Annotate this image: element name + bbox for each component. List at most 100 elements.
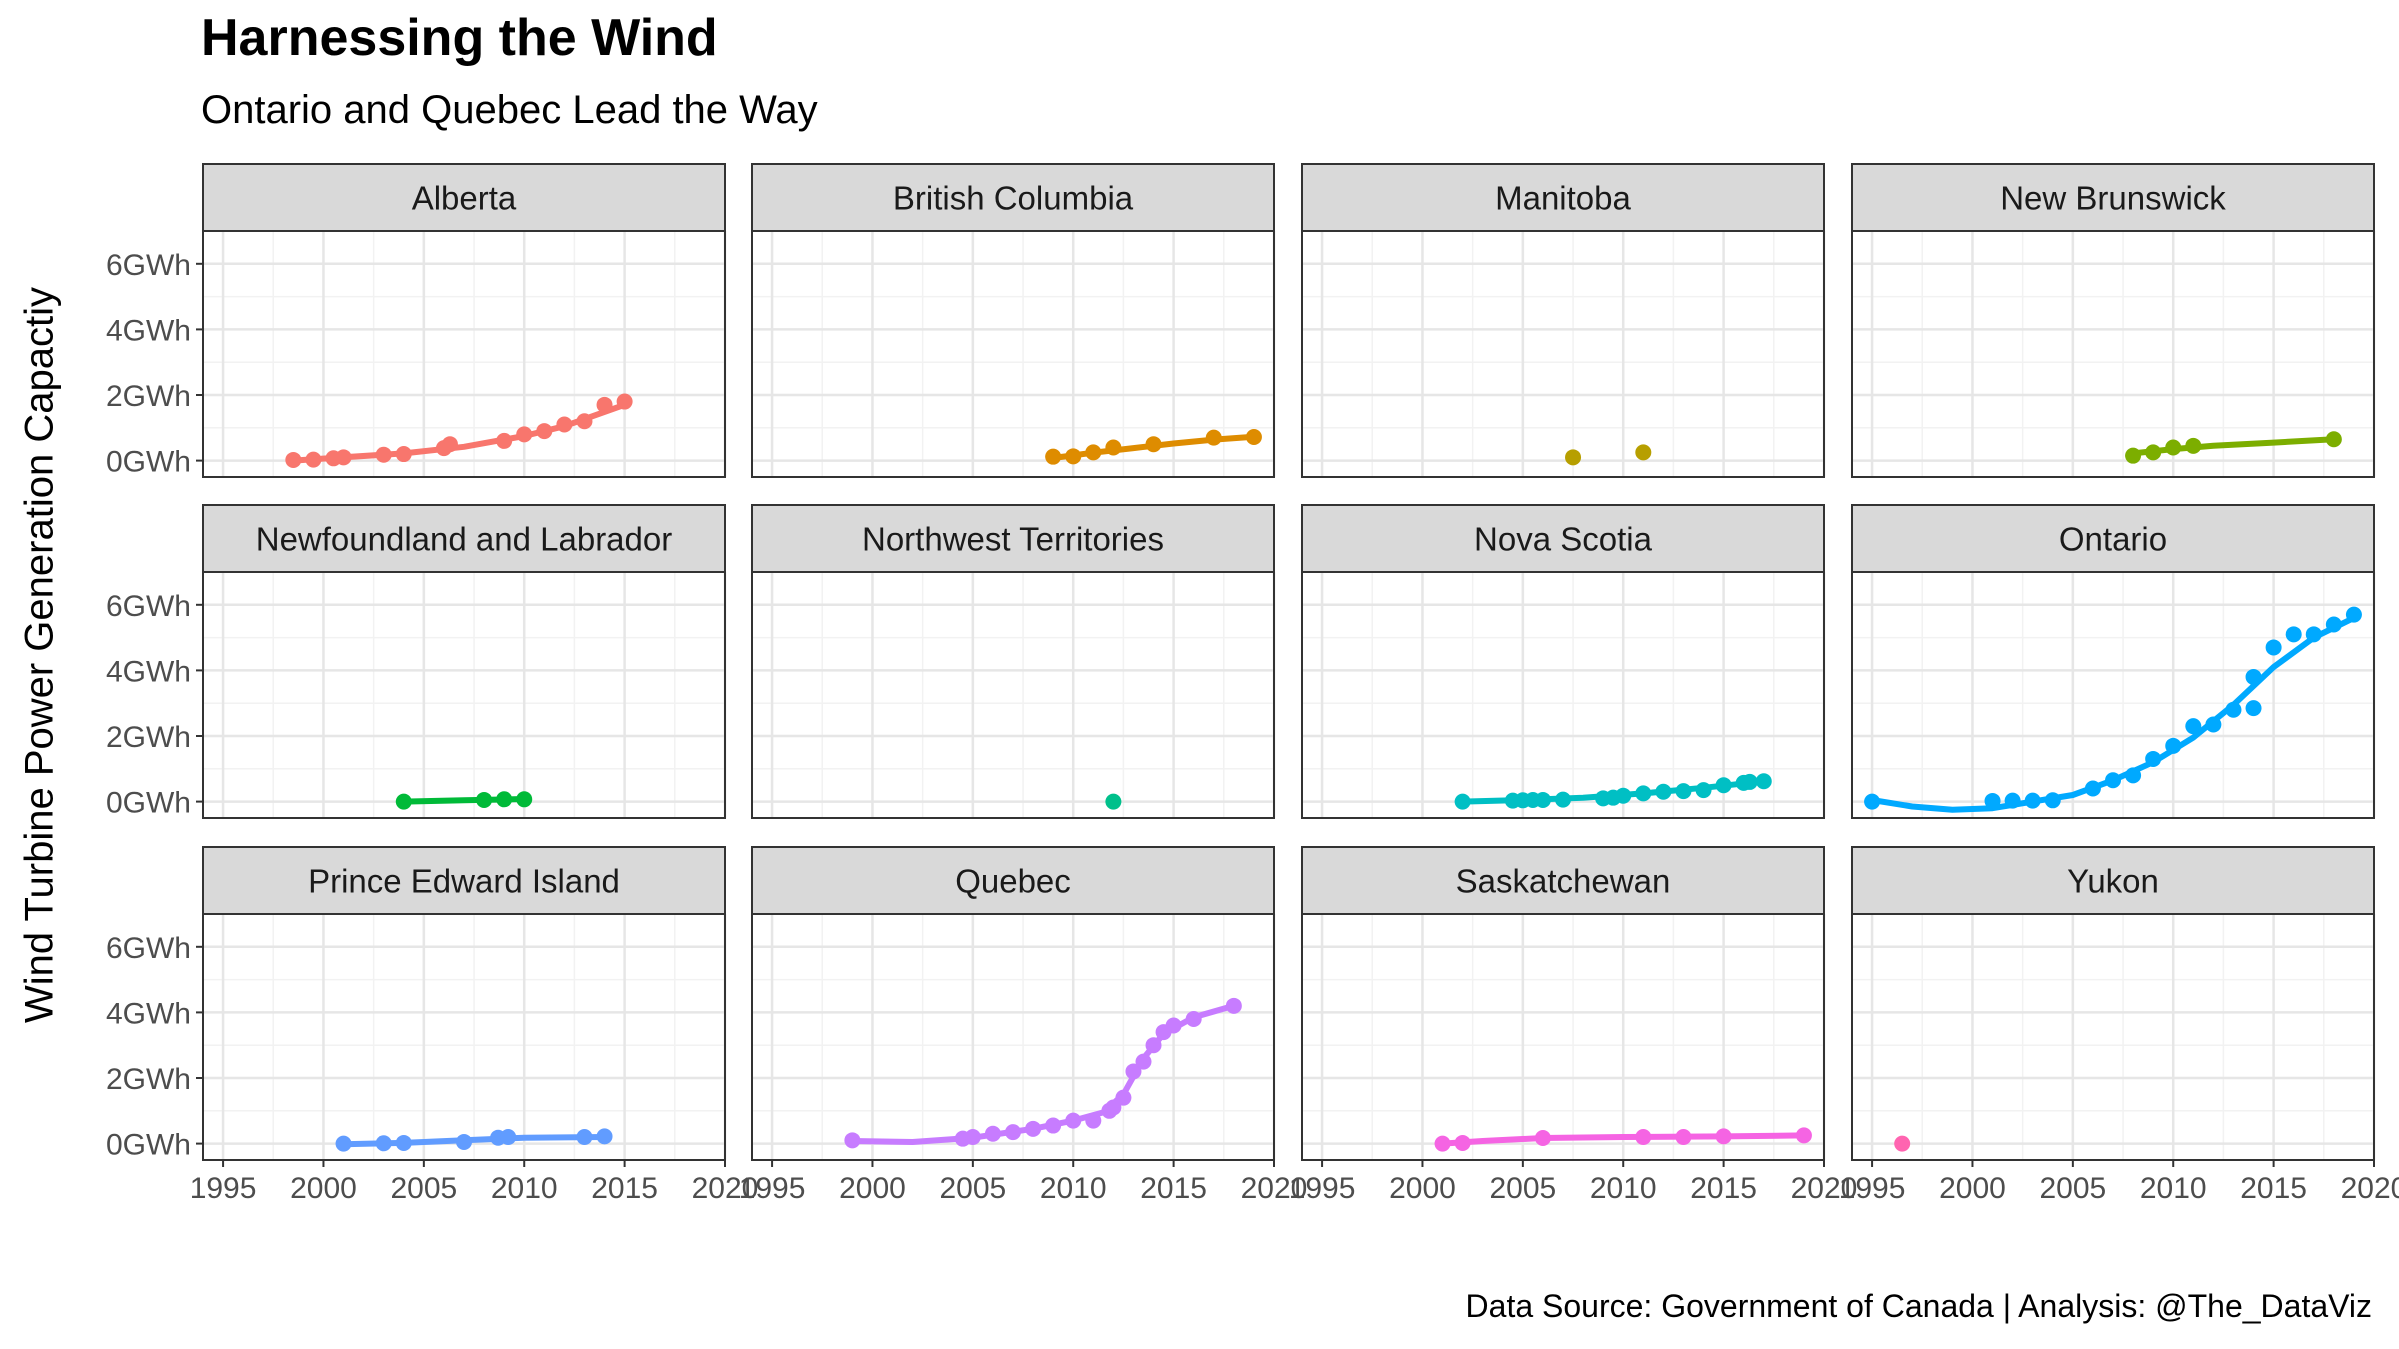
panel-border [1851, 230, 2375, 478]
facet-label: Yukon [2067, 863, 2159, 900]
data-point [576, 413, 593, 430]
data-point [1534, 1130, 1551, 1147]
x-tick-label: 1995 [1839, 1172, 1906, 1205]
panel-british-columbia: British Columbia [751, 163, 1276, 478]
data-point [1454, 1134, 1471, 1151]
x-tick-label: 2010 [1590, 1172, 1657, 1205]
x-tick-label: 1995 [190, 1172, 257, 1205]
facet-label: Newfoundland and Labrador [256, 521, 672, 558]
data-point [2125, 767, 2142, 784]
x-tick-label: 2000 [1389, 1172, 1456, 1205]
x-tick-label: 2010 [1040, 1172, 1107, 1205]
panel-plot-area [335, 1128, 613, 1152]
data-point [1635, 444, 1652, 461]
x-tick-label: 2005 [1489, 1172, 1556, 1205]
data-point [1894, 1135, 1911, 1152]
data-point [2165, 439, 2182, 456]
data-point [964, 1129, 981, 1146]
data-point [2185, 718, 2202, 735]
panel-background [203, 914, 725, 1160]
data-point [1085, 444, 1102, 461]
x-tick-label: 2015 [1140, 1172, 1207, 1205]
panel-background [1852, 914, 2374, 1160]
panel-ontario: Ontario [1851, 504, 2376, 819]
data-point [2125, 447, 2142, 464]
data-point [2325, 431, 2342, 448]
panel-prince-edward-island: Prince Edward Island 0GWh 2GWh 4GWh 6GWh 1995… [106, 846, 759, 1205]
x-tick-label: 2015 [1690, 1172, 1757, 1205]
y-tick-label: 0GWh [106, 446, 191, 479]
data-point [2145, 750, 2162, 767]
x-tick-label: 2020 [2341, 1172, 2399, 1205]
data-point [1635, 785, 1652, 802]
panel-plot-area [2125, 431, 2342, 464]
data-point [285, 451, 302, 468]
panel-plot-area [1434, 1127, 1812, 1152]
panel-quebec: Quebec 1995 2000 2005 2010 2015 2020 [739, 846, 1308, 1205]
panel-saskatchewan: Saskatchewan 1995 2000 2005 2010 2015 2020 [1289, 846, 1857, 1205]
data-point [1105, 439, 1122, 456]
data-point [335, 1135, 352, 1152]
data-point [1534, 791, 1551, 808]
panel-border [202, 571, 726, 819]
data-point [1715, 777, 1732, 794]
panel-plot-area [1565, 444, 1652, 466]
data-point [1105, 1099, 1122, 1116]
x-tick-label: 2020 [1241, 1172, 1308, 1205]
panel-new-brunswick: New Brunswick [1851, 163, 2376, 478]
facet-label: Alberta [412, 180, 517, 217]
panel-background [752, 572, 1274, 818]
panel-border [1301, 913, 1825, 1161]
data-point [496, 432, 513, 449]
data-point [1615, 787, 1632, 804]
chart-caption: Data Source: Government of Canada | Anal… [1465, 1288, 2372, 1324]
y-tick-label: 6GWh [106, 249, 191, 282]
x-tick-label: 1995 [1289, 1172, 1356, 1205]
data-point [500, 1129, 517, 1146]
y-tick-label: 4GWh [106, 314, 191, 347]
panel-border [751, 230, 1275, 478]
data-point [2024, 792, 2041, 809]
panel-plot-area [1045, 428, 1262, 465]
panel-plot-area [285, 393, 633, 468]
data-point [395, 793, 412, 810]
data-point [1065, 448, 1082, 465]
data-point [516, 426, 533, 443]
data-point [1045, 448, 1062, 465]
data-point [1185, 1010, 1202, 1027]
data-point [1454, 793, 1471, 810]
data-point [2205, 716, 2222, 733]
data-point [1984, 792, 2001, 809]
facet-label: Northwest Territories [862, 521, 1164, 558]
panel-plot-area [395, 791, 533, 810]
panel-background [1302, 572, 1824, 818]
data-point [1675, 1129, 1692, 1146]
data-point [1225, 997, 1242, 1014]
data-point [1145, 1037, 1162, 1054]
data-point [395, 446, 412, 463]
data-point [305, 451, 322, 468]
data-point [1125, 1063, 1142, 1080]
data-point [1565, 449, 1582, 466]
data-point [556, 416, 573, 433]
y-tick-label: 0GWh [106, 1129, 191, 1162]
data-point [1105, 793, 1122, 810]
data-point [536, 423, 553, 440]
x-tick-label: 2015 [2240, 1172, 2307, 1205]
panel-newfoundland-and-labrador: Newfoundland and Labrador 0GWh 2GWh 4GWh 6GW… [106, 504, 727, 820]
y-tick-label: 2GWh [106, 380, 191, 413]
data-point [2004, 792, 2021, 809]
data-point [2265, 639, 2282, 656]
data-point [395, 1134, 412, 1151]
data-point [576, 1129, 593, 1146]
panel-alberta: Alberta 0GWh 2GWh 4GWh 6GWh [106, 163, 727, 479]
data-point [2305, 626, 2322, 643]
x-tick-label: 2000 [1939, 1172, 2006, 1205]
facet-strip [1851, 504, 2375, 573]
facet-label: British Columbia [893, 180, 1134, 217]
x-tick-label: 2020 [692, 1172, 759, 1205]
data-point [2245, 668, 2262, 685]
panel-border [1301, 571, 1825, 819]
y-tick-label: 6GWh [106, 590, 191, 623]
data-point [1695, 782, 1712, 799]
